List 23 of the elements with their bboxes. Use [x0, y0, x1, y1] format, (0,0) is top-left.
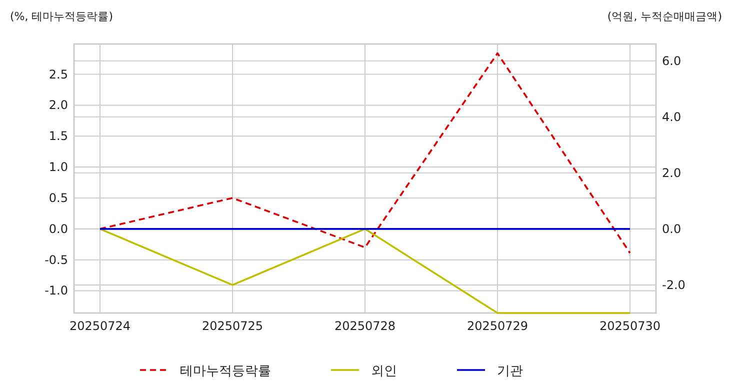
y2-tick-label: 4.0 — [662, 110, 682, 124]
y-tick-label: 1.0 — [48, 160, 68, 174]
y-tick-label: -0.5 — [44, 252, 68, 267]
x-tick-label: 20250724 — [69, 319, 131, 333]
legend-label: 기관 — [497, 364, 523, 379]
y2-tick-label: 2.0 — [662, 166, 682, 180]
y-tick-label: -1.0 — [44, 284, 68, 298]
legend-label: 테마누적등락률 — [180, 364, 271, 379]
y-axis-title: (%, 테마누적등락률) — [10, 10, 114, 23]
x-tick-label: 20250730 — [599, 319, 661, 333]
y2-tick-label: 0.0 — [662, 222, 682, 236]
y-tick-label: 1.5 — [48, 129, 68, 144]
y-tick-label: 0.0 — [48, 222, 68, 236]
y-tick-label: 0.5 — [48, 190, 68, 205]
y-tick-label: 2.0 — [48, 98, 68, 112]
x-tick-label: 20250729 — [466, 319, 528, 333]
y2-tick-label: -2.0 — [662, 278, 686, 292]
y2-axis-title: (억원, 누적순매매금액) — [607, 10, 722, 23]
y-tick-label: 2.5 — [48, 67, 68, 82]
legend-label: 외인 — [371, 364, 397, 379]
x-tick-label: 20250725 — [202, 319, 264, 333]
x-tick-label: 20250728 — [334, 319, 396, 333]
y2-tick-label: 6.0 — [662, 54, 682, 68]
